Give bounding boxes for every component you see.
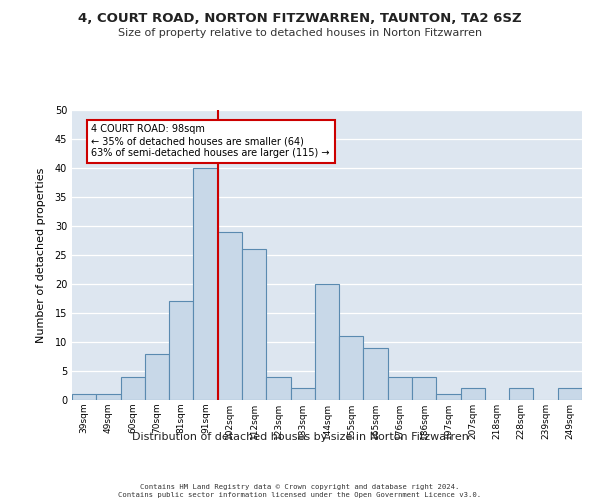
- Bar: [290, 388, 315, 400]
- Bar: [145, 354, 169, 400]
- Bar: [436, 394, 461, 400]
- Bar: [96, 394, 121, 400]
- Text: 4, COURT ROAD, NORTON FITZWARREN, TAUNTON, TA2 6SZ: 4, COURT ROAD, NORTON FITZWARREN, TAUNTO…: [78, 12, 522, 26]
- Bar: [266, 377, 290, 400]
- Text: Contains HM Land Registry data © Crown copyright and database right 2024.
Contai: Contains HM Land Registry data © Crown c…: [118, 484, 482, 498]
- Text: 4 COURT ROAD: 98sqm
← 35% of detached houses are smaller (64)
63% of semi-detach: 4 COURT ROAD: 98sqm ← 35% of detached ho…: [91, 124, 330, 158]
- Bar: [121, 377, 145, 400]
- Bar: [169, 302, 193, 400]
- Bar: [315, 284, 339, 400]
- Bar: [509, 388, 533, 400]
- Bar: [339, 336, 364, 400]
- Bar: [364, 348, 388, 400]
- Bar: [558, 388, 582, 400]
- Bar: [242, 249, 266, 400]
- Bar: [388, 377, 412, 400]
- Bar: [461, 388, 485, 400]
- Bar: [72, 394, 96, 400]
- Text: Size of property relative to detached houses in Norton Fitzwarren: Size of property relative to detached ho…: [118, 28, 482, 38]
- Bar: [218, 232, 242, 400]
- Text: Distribution of detached houses by size in Norton Fitzwarren: Distribution of detached houses by size …: [131, 432, 469, 442]
- Bar: [193, 168, 218, 400]
- Bar: [412, 377, 436, 400]
- Y-axis label: Number of detached properties: Number of detached properties: [37, 168, 46, 342]
